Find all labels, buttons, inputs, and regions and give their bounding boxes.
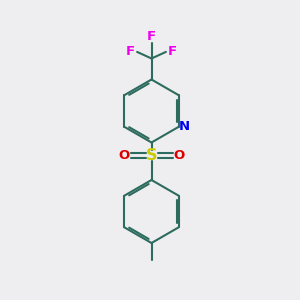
Text: O: O [173,149,185,162]
Text: S: S [146,148,157,163]
Text: O: O [118,149,130,162]
Text: F: F [126,44,135,58]
Text: F: F [147,30,156,44]
Text: F: F [168,44,177,58]
Text: N: N [178,120,190,133]
